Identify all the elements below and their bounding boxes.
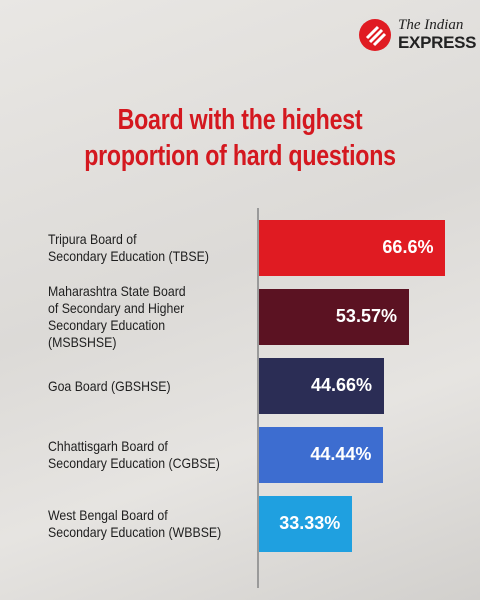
bar — [259, 289, 409, 345]
brand: EXPRESS — [398, 33, 477, 52]
bar — [259, 220, 446, 276]
category-label: Chhattisgarh Board of Secondary Educatio… — [48, 438, 220, 471]
category-label: Tripura Board of Secondary Education (TB… — [48, 231, 209, 264]
category-label: Maharashtra State Board of Secondary and… — [48, 283, 186, 350]
brand: The Indian — [398, 17, 464, 33]
category-label: West Bengal Board of Secondary Education… — [48, 507, 222, 540]
chart-title: Board with the highest proportion of har… — [84, 104, 396, 172]
logo-icon — [359, 19, 391, 51]
bar — [259, 427, 384, 483]
bar — [259, 358, 385, 414]
value-label: 53.57% — [335, 306, 397, 326]
value-label: 33.33% — [279, 513, 341, 533]
value-label: 44.66% — [310, 375, 373, 395]
axis-line — [257, 208, 259, 588]
value-label: 44.44% — [310, 444, 372, 464]
bar — [259, 496, 353, 552]
category-label: Goa Board (GBSHSE) — [48, 377, 171, 394]
value-label: 66.6% — [382, 237, 434, 257]
